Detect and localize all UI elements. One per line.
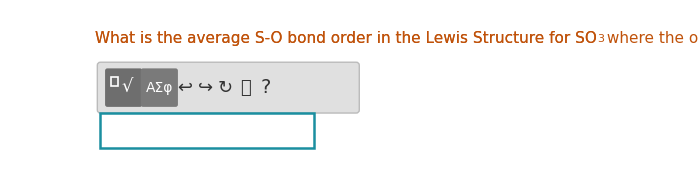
Text: AΣφ: AΣφ (146, 81, 173, 95)
Text: What is the average S-O bond order in the Lewis Structure for SO: What is the average S-O bond order in th… (95, 31, 597, 46)
Bar (101, 113, 313, 148)
Bar (110, 77, 118, 86)
Text: ↪: ↪ (198, 79, 213, 97)
Text: ↩: ↩ (177, 79, 193, 97)
Text: ↻: ↻ (218, 79, 232, 97)
FancyBboxPatch shape (141, 68, 178, 107)
Text: ?: ? (260, 78, 271, 97)
Text: What is the average S-O bond order in the Lewis Structure for SO: What is the average S-O bond order in th… (95, 31, 597, 46)
Text: where the octet rule is obeyed?: where the octet rule is obeyed? (602, 31, 698, 46)
Text: 3: 3 (597, 34, 604, 44)
Text: √: √ (121, 78, 133, 96)
Text: ⎀: ⎀ (240, 79, 251, 97)
FancyBboxPatch shape (105, 68, 142, 107)
FancyBboxPatch shape (97, 62, 359, 113)
